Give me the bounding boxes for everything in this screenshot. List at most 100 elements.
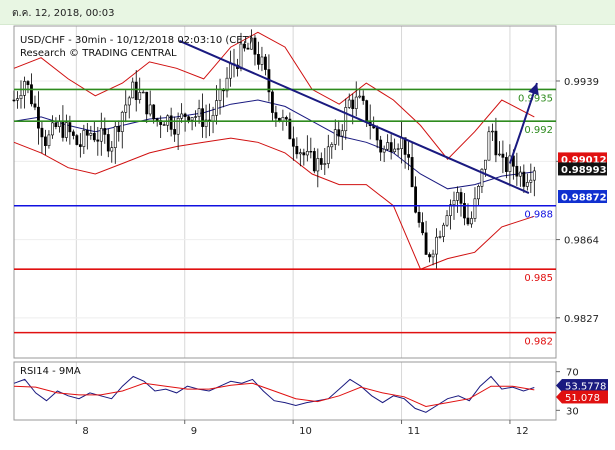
candle-body [19, 95, 23, 99]
candle-body [64, 122, 68, 138]
candle-body [389, 142, 393, 153]
candle-body [92, 133, 96, 141]
candle-body [463, 203, 466, 219]
candle-body [260, 56, 264, 65]
candle-body [309, 150, 313, 153]
candle-body [229, 63, 232, 79]
candle-body [113, 126, 117, 148]
candle-body [518, 171, 522, 177]
moving-average [13, 99, 535, 190]
candle-body [117, 126, 121, 132]
candle-body [522, 171, 526, 187]
price-tag-label: 0.98993 [561, 165, 607, 176]
candle-body [201, 108, 204, 127]
rsi-series [13, 375, 535, 413]
rsi-tag-box [562, 379, 608, 393]
price-tag-box [558, 190, 607, 204]
candle-body [23, 81, 26, 96]
main-chart-subtitle: Research © TRADING CENTRAL [20, 48, 177, 59]
candle-body [106, 134, 110, 152]
candle-body [386, 142, 390, 150]
candle-body [243, 43, 246, 49]
candle-body [508, 155, 512, 172]
rsi-tag-box [562, 390, 608, 404]
candle-body [75, 135, 79, 145]
candle-body [494, 130, 498, 156]
candle-body [284, 117, 288, 120]
candle-body [323, 163, 327, 165]
price-tag-box [558, 152, 607, 166]
x-tick-label: 9 [191, 426, 197, 437]
candle-body [459, 192, 463, 204]
candle-body [141, 91, 145, 94]
candle-body [239, 43, 243, 69]
candle-body [68, 122, 72, 133]
candle-body [529, 179, 533, 183]
rsi-y-tick-label: 30 [566, 406, 579, 417]
candle-body [438, 236, 442, 238]
candle-body [351, 99, 355, 109]
candle-body [274, 112, 278, 119]
candle-body [204, 119, 208, 127]
candle-body [421, 222, 424, 234]
candle-body [169, 115, 173, 130]
candle-body [145, 91, 149, 115]
candle-body [218, 89, 222, 101]
candle-body [162, 124, 166, 126]
level-label: 0.992 [524, 125, 553, 136]
price-tag-box [558, 162, 607, 176]
candle-body [403, 137, 407, 155]
x-tick-label: 10 [299, 426, 312, 437]
candle-body [452, 200, 456, 206]
rsi-y-tick-label: 70 [566, 368, 579, 379]
projection-arrow-head [528, 83, 539, 96]
candle-body [127, 97, 131, 106]
y-tick-label: 0.9827 [564, 314, 599, 325]
candle-body [470, 218, 473, 225]
rsi-grid [75, 362, 511, 420]
candle-body [428, 254, 431, 258]
candle-body [187, 116, 191, 121]
candle-body [33, 103, 37, 108]
candle-body [82, 130, 86, 147]
candle-body [134, 81, 138, 100]
candle-body [532, 170, 536, 181]
bollinger-bands [13, 31, 535, 270]
candle-body [211, 114, 215, 122]
level-label: 0.985 [524, 273, 553, 284]
candle-body [337, 129, 341, 137]
candle-body [176, 117, 180, 135]
candle-body [358, 95, 362, 98]
candle-body [271, 91, 274, 113]
candle-body [382, 148, 386, 153]
price-tag-label: 0.98872 [561, 193, 607, 204]
rsi-line [13, 375, 535, 413]
candle-body [501, 153, 505, 158]
candle-body [71, 131, 75, 136]
price-tag-label: 0.99012 [561, 155, 607, 166]
candle-body [515, 165, 519, 177]
candle-body [445, 215, 449, 226]
candle-body [215, 100, 218, 116]
candle-body [124, 104, 128, 113]
candle-body [504, 157, 508, 172]
candle-body [333, 129, 337, 145]
candle-body [264, 56, 267, 70]
candle-body [85, 130, 89, 136]
candle-body [442, 224, 445, 237]
rsi-title: RSI14 - 9MA [20, 366, 81, 377]
support-resistance-levels: 0.9935 0.992 0.988 0.985 0.982 [14, 88, 556, 348]
candle-body [477, 186, 480, 200]
candle-body [449, 204, 452, 216]
candle-body [89, 133, 93, 136]
candle-body [194, 116, 197, 118]
candle-body [361, 95, 365, 101]
candle-body [316, 158, 320, 172]
rsi-tag-label: 53.5778 [565, 382, 606, 393]
candle-body [414, 186, 417, 213]
rsi-tag-label: 51.078 [565, 393, 600, 404]
candle-body [12, 99, 16, 102]
candle-body [424, 232, 428, 255]
